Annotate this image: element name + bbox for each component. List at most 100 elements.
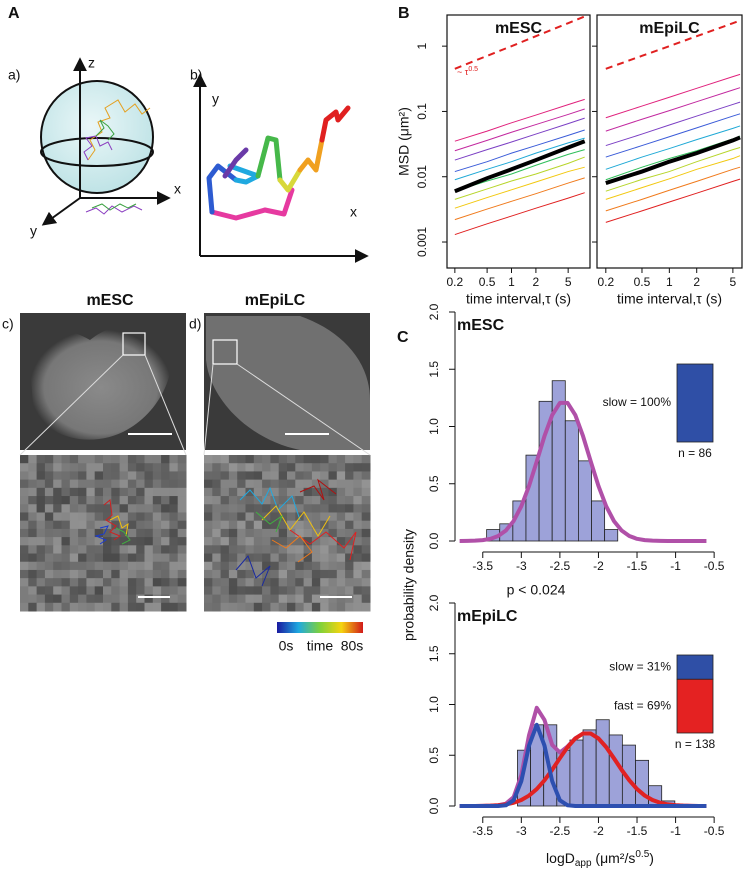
pixel [44,504,54,513]
pixel [136,455,145,464]
pixel [228,545,238,555]
pixel [152,569,162,579]
pixel [278,528,288,538]
pixel [287,455,296,464]
pixel [237,455,246,464]
pixel [303,602,313,612]
pixel [53,578,62,587]
pixel [287,487,296,497]
pixel [237,553,246,563]
pixel [61,520,71,530]
pixel [152,561,162,571]
pixel [287,496,296,505]
pixel [127,520,137,530]
pixel [161,520,170,530]
x-axis-label-part: 0.5 [635,849,649,860]
pixel [127,455,137,464]
pixel [86,602,96,612]
msd-line [605,178,741,223]
pixel [111,504,121,513]
pixel [94,537,104,546]
pixel [161,496,170,505]
pixel [94,496,104,505]
histogram-bar [578,460,592,542]
pixel [136,504,145,513]
x-tick-label: 0.2 [447,275,464,289]
pixel [78,537,87,546]
pixel [36,594,46,604]
proportion-label: slow = 31% [609,659,671,673]
pixel [220,569,230,579]
pixel [278,586,288,596]
pixel [228,578,238,587]
pixel [237,504,246,513]
y-tick-label: 0.01 [415,165,429,189]
pixel [144,455,154,464]
pixel [361,537,371,546]
proportion-bar [676,654,714,680]
pixel [345,479,354,489]
pixel [237,471,246,481]
x-tick-label: 2 [693,275,700,289]
trajectory [85,205,143,215]
pixel [295,586,305,596]
pixel [320,569,329,579]
pixel [295,504,305,513]
pixel [212,586,222,596]
pixel [28,479,38,489]
pixel [103,520,112,530]
x-tick-label: 5 [565,275,572,289]
pixel [253,455,263,464]
pixel [161,569,170,579]
pixel [169,471,179,481]
pixel [161,455,170,464]
image-title: mESC [86,292,134,309]
pixel [220,602,230,612]
pixel [253,537,263,546]
msd-line [605,87,741,132]
pixel [212,594,222,604]
histogram-bar [569,739,584,807]
pixel [69,471,79,481]
msd-line [454,149,585,192]
pixel [295,520,305,530]
pixel [161,586,170,596]
msd-line [605,113,741,158]
pixel [287,528,296,538]
zoom-line [236,363,371,456]
pixel [295,561,305,571]
pixel [44,602,54,612]
pixel [287,545,296,555]
pixel [204,471,213,481]
pixel [169,578,179,587]
trajectory [87,99,151,161]
pixel [204,512,213,522]
pixel [169,561,179,571]
pixel [345,602,354,612]
pixel [111,537,121,546]
pixel [44,528,54,538]
pixel [86,528,96,538]
pixel [270,512,280,522]
pixel [361,520,371,530]
pixel [152,455,162,464]
pixel [78,553,87,563]
pixel [204,504,213,513]
pixel [245,537,255,546]
pixel [353,479,363,489]
pixel [61,578,71,587]
pixel [303,594,313,604]
pixel [86,569,96,579]
x-tick-label: -1 [670,559,681,573]
panel-label: A [8,5,20,22]
pixel [161,512,170,522]
pixel [253,487,263,497]
pixel [287,537,296,546]
pixel [361,487,371,497]
pixel [20,520,29,530]
x-tick-label: -3 [516,559,527,573]
pixel [295,602,305,612]
pixel [328,463,338,472]
pixel [361,545,371,555]
pixel [262,537,271,546]
